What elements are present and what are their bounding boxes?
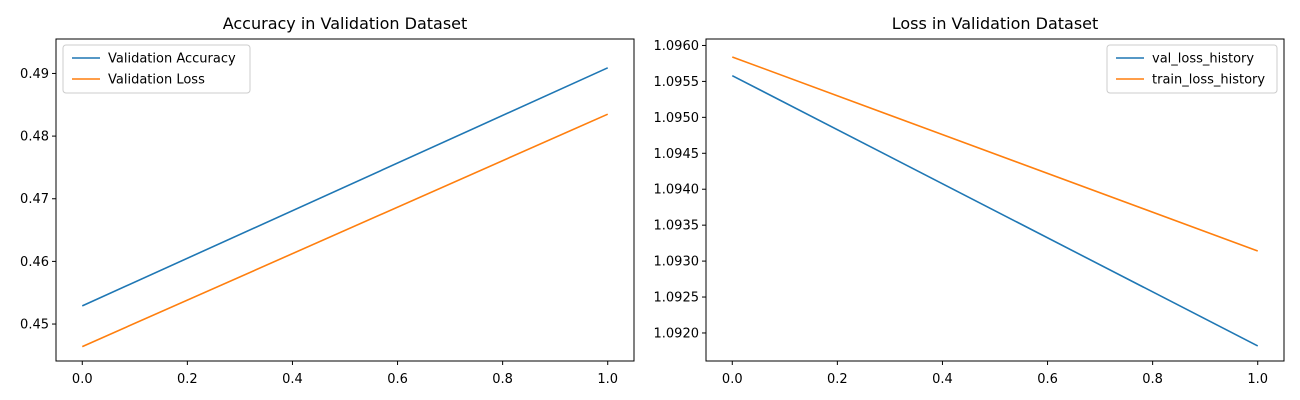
- legend-label: Validation Loss: [108, 73, 205, 88]
- series-line-train-loss-history: [731, 56, 1259, 252]
- axes-frame: [705, 38, 1285, 362]
- series-line-validation-accuracy: [81, 67, 609, 307]
- x-tick-label: 0.4: [932, 372, 953, 387]
- y-tick-label: 1.0920: [654, 326, 700, 341]
- legend-box: [1106, 44, 1278, 94]
- accuracy-chart: Accuracy in Validation Dataset 0.0 0.2 0.4 0…: [20, 14, 635, 387]
- chart-title: Accuracy in Validation Dataset: [223, 14, 468, 33]
- chart-title: Loss in Validation Dataset: [892, 14, 1099, 33]
- accuracy-legend: Validation Accuracy Validation Loss: [62, 44, 251, 94]
- loss-chart: Loss in Validation Dataset 0.0 0.2 0.4 0.6 0.…: [654, 14, 1285, 387]
- x-tick-label: 0.8: [492, 372, 513, 387]
- y-tick-label: 1.0940: [654, 183, 700, 198]
- x-tick-label: 0.0: [722, 372, 743, 387]
- axes-frame: [55, 38, 635, 362]
- y-tick-label: 0.46: [20, 255, 49, 270]
- y-tick-label: 1.0960: [654, 39, 700, 54]
- y-tick-label: 1.0955: [654, 75, 700, 90]
- y-tick-label: 1.0945: [654, 147, 700, 162]
- x-tick-label: 0.2: [177, 372, 198, 387]
- series-line-val-loss-history: [731, 74, 1259, 347]
- y-tick-label: 0.47: [20, 192, 49, 207]
- x-tick-label: 1.0: [597, 372, 618, 387]
- series-line-validation-loss: [81, 113, 609, 348]
- y-tick-label: 1.0925: [654, 291, 700, 306]
- loss-legend: val_loss_history train_loss_history: [1106, 44, 1278, 94]
- y-tick-label: 1.0930: [654, 255, 700, 270]
- legend-label: val_loss_history: [1152, 52, 1254, 67]
- y-tick-label: 0.48: [20, 130, 49, 145]
- x-tick-label: 0.6: [387, 372, 408, 387]
- x-tick-label: 0.6: [1037, 372, 1058, 387]
- x-tick-label: 0.4: [282, 372, 303, 387]
- x-tick-label: 1.0: [1247, 372, 1268, 387]
- y-tick-label: 0.45: [20, 318, 49, 333]
- y-tick-label: 0.49: [20, 67, 49, 82]
- x-tick-label: 0.0: [72, 372, 93, 387]
- legend-label: Validation Accuracy: [108, 52, 236, 67]
- legend-box: [62, 44, 251, 94]
- x-tick-label: 0.8: [1142, 372, 1163, 387]
- x-tick-label: 0.2: [827, 372, 848, 387]
- legend-label: train_loss_history: [1152, 73, 1265, 88]
- y-tick-label: 1.0950: [654, 111, 700, 126]
- y-tick-label: 1.0935: [654, 219, 700, 234]
